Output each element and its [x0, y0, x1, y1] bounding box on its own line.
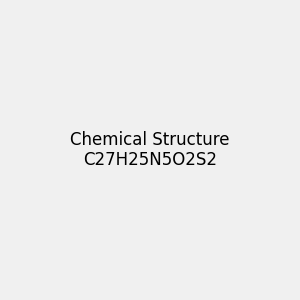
Text: Chemical Structure
C27H25N5O2S2: Chemical Structure C27H25N5O2S2 [70, 130, 230, 170]
